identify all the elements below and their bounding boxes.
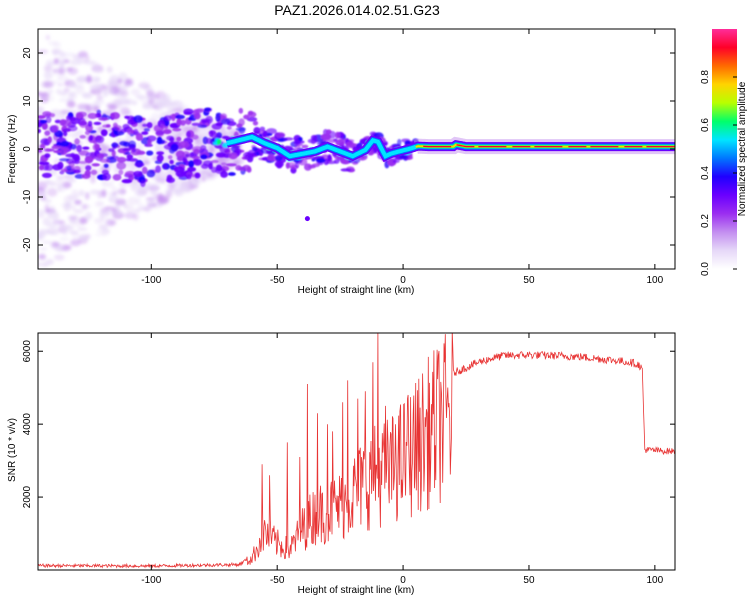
colorbar-label: Normalized spectral amplitude — [737, 81, 748, 216]
snr-xtick-label: 50 — [523, 575, 535, 586]
snr-ytick-label: 2000 — [22, 486, 33, 509]
snr-ylabel: SNR (10 * v/v) — [7, 418, 18, 482]
snr-series — [38, 333, 675, 569]
snr-frame — [37, 332, 676, 571]
spectrogram-xtick-label: 0 — [400, 275, 406, 286]
colorbar-tick-label: 0.6 — [700, 118, 711, 132]
snr-xtick-label: -50 — [270, 575, 285, 586]
spectrogram-xtick-label: 50 — [523, 275, 535, 286]
spectrogram-ridge — [225, 132, 675, 163]
figure-title: PAZ1.2026.014.02.51.G23 — [274, 2, 440, 18]
snr-xtick-label: 0 — [400, 575, 406, 586]
colorbar-tick-label: 0.4 — [700, 166, 711, 180]
spectrogram-ytick-label: 0 — [22, 146, 33, 152]
snr-xlabel: Height of straight line (km) — [298, 585, 415, 596]
spectrogram-xtick-label: -100 — [141, 275, 161, 286]
spectrogram-xtick-label: -50 — [270, 275, 285, 286]
colorbar-tick-label: 0.8 — [700, 70, 711, 84]
colorbar-gradient — [712, 29, 737, 269]
spectrogram-xlabel: Height of straight line (km) — [298, 285, 415, 296]
snr-line — [38, 333, 675, 569]
colorbar-ticks: 0.0 0.2 0.4 0.6 0.8 — [700, 70, 737, 276]
snr-xtick-label: 100 — [647, 575, 664, 586]
snr-axes: -100 -50 0 50 100 2000 4000 6000 — [22, 333, 675, 586]
spectrogram-outlier — [304, 216, 310, 222]
colorbar-tick-label: 0.0 — [700, 262, 711, 276]
spectrogram-ytick-label: 20 — [22, 47, 33, 59]
snr-plot: -100 -50 0 50 100 2000 4000 6000 Height of stra… — [7, 332, 676, 596]
spectrogram-ytick-label: -20 — [22, 237, 33, 252]
spectrogram-image — [38, 34, 675, 267]
snr-background — [38, 333, 675, 570]
spectrogram-ytick-label: 10 — [22, 95, 33, 107]
spectrogram-ytick-label: -10 — [22, 189, 33, 204]
colorbar-tick-label: 0.2 — [700, 214, 711, 228]
snr-xtick-label: -100 — [141, 575, 161, 586]
snr-ytick-label: 6000 — [22, 340, 33, 363]
spectrogram-blobs — [38, 107, 419, 188]
colorbar: 0.0 0.2 0.4 0.6 0.8 Normalized spectral ampl… — [700, 29, 748, 276]
snr-ytick-label: 4000 — [22, 413, 33, 436]
spectrogram-xtick-label: 100 — [647, 275, 664, 286]
spectrogram-ylabel: Frequency (Hz) — [7, 115, 18, 184]
